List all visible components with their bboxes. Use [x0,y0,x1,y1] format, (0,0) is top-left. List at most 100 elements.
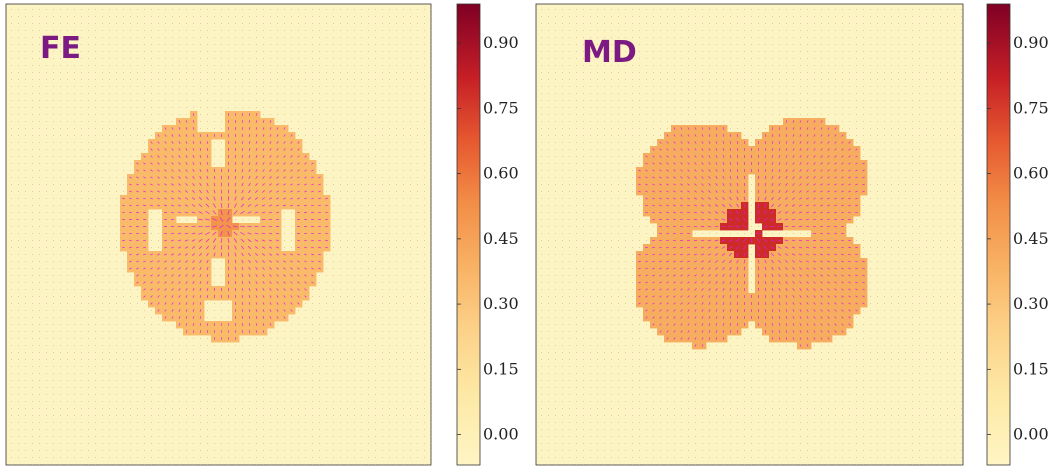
grid-dot [361,163,362,164]
field-arrow [143,190,146,193]
grid-dot [67,170,68,171]
field-arrow [178,141,181,144]
grid-dot [95,289,96,290]
field-arrow [206,155,209,158]
field-arrow [268,211,273,214]
grid-dot [270,429,271,430]
grid-dot [130,107,131,108]
field-arrow [304,274,307,277]
field-arrow [178,155,181,158]
grid-dot [389,23,390,24]
grid-dot [95,345,96,346]
grid-dot [25,254,26,255]
grid-dot [403,142,404,143]
grid-dot [18,359,19,360]
field-arrow [191,211,196,214]
grid-dot [144,338,145,339]
grid-dot [88,58,89,59]
grid-dot [46,303,47,304]
grid-dot [46,23,47,24]
grid-dot [326,51,327,52]
grid-dot [403,121,404,122]
grid-dot [312,366,313,367]
field-arrow [227,231,230,236]
grid-dot [81,457,82,458]
grid-dot [396,205,397,206]
grid-dot [403,254,404,255]
grid-dot [354,30,355,31]
grid-dot [102,429,103,430]
field-arrow [276,260,279,263]
grid-dot [333,65,334,66]
grid-dot [95,58,96,59]
grid-dot [165,51,166,52]
grid-dot [277,359,278,360]
grid-dot [396,233,397,234]
grid-dot [60,51,61,52]
grid-dot [361,100,362,101]
grid-dot [25,457,26,458]
grid-dot [403,450,404,451]
grid-dot [340,464,341,465]
grid-dot [375,114,376,115]
grid-dot [214,128,215,129]
grid-dot [88,198,89,199]
grid-dot [298,72,299,73]
grid-dot [305,114,306,115]
grid-dot [74,212,75,213]
grid-dot [25,135,26,136]
grid-dot [319,58,320,59]
grid-dot [368,296,369,297]
grid-dot [165,387,166,388]
grid-dot [221,121,222,122]
grid-dot [11,373,12,374]
grid-dot [179,408,180,409]
grid-dot [123,79,124,80]
grid-dot [277,338,278,339]
grid-dot [81,296,82,297]
grid-dot [417,464,418,465]
grid-dot [361,240,362,241]
grid-dot [165,107,166,108]
grid-dot [263,30,264,31]
grid-dot [291,121,292,122]
grid-dot [18,51,19,52]
field-arrow [171,288,174,291]
grid-dot [18,422,19,423]
field-arrow [283,260,286,263]
grid-dot [368,254,369,255]
grid-dot [228,373,229,374]
grid-dot [81,429,82,430]
grid-dot [193,387,194,388]
field-arrow [234,168,237,173]
field-arrow [170,204,175,207]
grid-dot [347,51,348,52]
grid-dot [137,296,138,297]
grid-dot [88,9,89,10]
grid-dot [291,415,292,416]
field-arrow [262,120,265,123]
grid-dot [326,44,327,45]
grid-dot [165,415,166,416]
grid-dot [151,247,152,248]
grid-dot [95,324,96,325]
grid-dot [18,289,19,290]
grid-dot [375,352,376,353]
grid-dot [396,450,397,451]
grid-dot [235,93,236,94]
grid-dot [11,303,12,304]
grid-dot [74,394,75,395]
grid-dot [193,30,194,31]
grid-dot [67,100,68,101]
grid-dot [95,352,96,353]
grid-dot [53,233,54,234]
grid-dot [319,352,320,353]
field-arrow [248,182,251,187]
grid-dot [109,205,110,206]
field-arrow [318,197,321,200]
grid-dot [340,324,341,325]
grid-dot [375,359,376,360]
grid-dot [46,79,47,80]
grid-dot [67,135,68,136]
grid-dot [193,415,194,416]
